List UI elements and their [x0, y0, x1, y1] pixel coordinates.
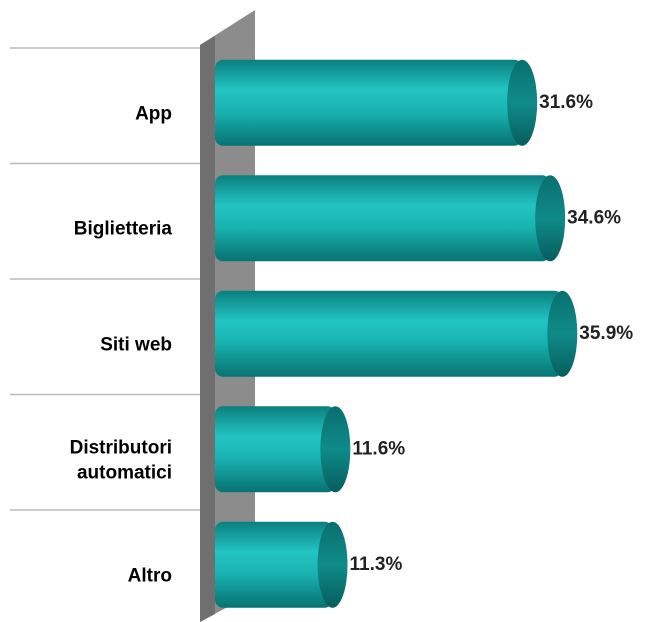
value-label: 34.6%: [567, 207, 621, 228]
wall-edge: [200, 36, 215, 622]
value-label: 35.9%: [579, 323, 633, 344]
bar-cap: [320, 406, 351, 493]
bar-cap: [317, 521, 348, 608]
category-label: App: [135, 103, 172, 125]
bar: [215, 406, 336, 493]
category-label: Siti web: [100, 334, 172, 356]
bar: [215, 59, 523, 146]
value-label: 11.6%: [352, 438, 405, 459]
bar-cap: [547, 290, 578, 377]
bar: [215, 290, 563, 377]
bar-cap: [507, 59, 538, 146]
bar: [215, 175, 551, 262]
category-label: Distributori automatici: [69, 437, 172, 484]
value-label: 11.3%: [350, 554, 403, 575]
value-label: 31.6%: [539, 92, 593, 113]
category-label: Altro: [127, 565, 172, 587]
bar-cap: [535, 175, 566, 262]
category-label: Biglietteria: [73, 218, 172, 240]
bar: [215, 521, 333, 608]
